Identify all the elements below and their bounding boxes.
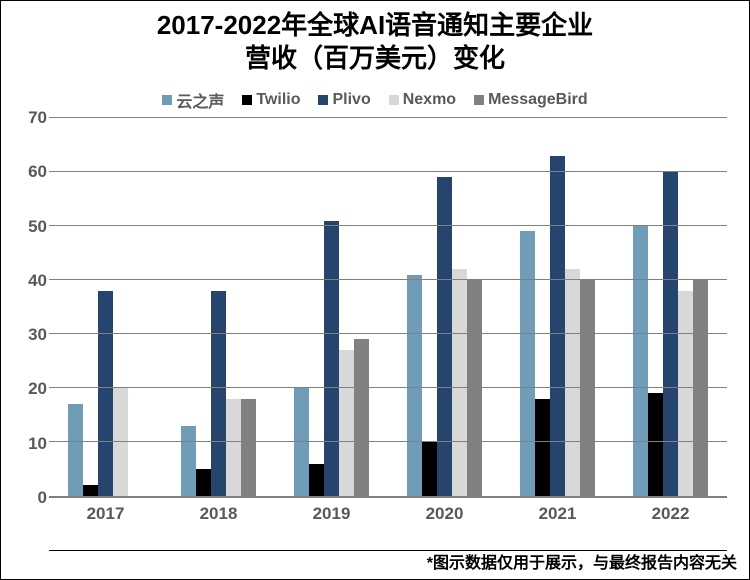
bar bbox=[196, 469, 211, 496]
bar bbox=[580, 280, 595, 496]
bar bbox=[98, 291, 113, 496]
bar-group bbox=[388, 118, 501, 496]
legend-item: MessageBird bbox=[474, 88, 588, 112]
gridline bbox=[49, 279, 727, 280]
bar bbox=[467, 280, 482, 496]
x-tick-label: 2022 bbox=[614, 504, 727, 524]
x-tick-label: 2019 bbox=[275, 504, 388, 524]
bar bbox=[678, 291, 693, 496]
legend-item: Plivo bbox=[318, 88, 370, 112]
y-tick-label: 40 bbox=[13, 271, 47, 291]
y-tick-label: 50 bbox=[13, 217, 47, 237]
bar bbox=[241, 399, 256, 496]
gridline bbox=[49, 387, 727, 388]
gridline bbox=[49, 333, 727, 334]
y-tick-label: 20 bbox=[13, 379, 47, 399]
footnote: *图示数据仅用于展示，与最终报告内容无关 bbox=[427, 549, 737, 573]
y-tick-label: 70 bbox=[13, 108, 47, 128]
bar-group bbox=[501, 118, 614, 496]
bar bbox=[83, 485, 98, 496]
bar bbox=[565, 269, 580, 496]
bar-group bbox=[162, 118, 275, 496]
legend-item: Twilio bbox=[242, 88, 300, 112]
bar bbox=[693, 280, 708, 496]
bar-group bbox=[614, 118, 727, 496]
legend-item: 云之声 bbox=[162, 88, 224, 112]
bar bbox=[550, 156, 565, 496]
bar bbox=[309, 464, 324, 496]
bar-groups bbox=[49, 118, 727, 496]
gridline bbox=[49, 171, 727, 172]
legend-swatch bbox=[318, 95, 328, 105]
gridline bbox=[49, 441, 727, 442]
bar bbox=[407, 275, 422, 496]
y-tick-label: 60 bbox=[13, 162, 47, 182]
legend-item: Nexmo bbox=[389, 88, 456, 112]
bar bbox=[520, 231, 535, 496]
bar bbox=[354, 339, 369, 496]
legend-swatch bbox=[474, 95, 484, 105]
x-tick-label: 2021 bbox=[501, 504, 614, 524]
legend-label: Twilio bbox=[256, 91, 300, 109]
title-line-1: 2017-2022年全球AI语音通知主要企业 bbox=[1, 9, 749, 42]
bar bbox=[68, 404, 83, 496]
legend-swatch bbox=[389, 95, 399, 105]
title-line-2: 营收（百万美元）变化 bbox=[1, 42, 749, 75]
y-tick-label: 10 bbox=[13, 434, 47, 454]
legend: 云之声 Twilio Plivo Nexmo MessageBird bbox=[1, 88, 749, 112]
bar bbox=[422, 442, 437, 496]
gridline bbox=[49, 117, 727, 118]
bar bbox=[633, 226, 648, 496]
y-tick-label: 30 bbox=[13, 325, 47, 345]
legend-label: Plivo bbox=[332, 91, 370, 109]
chart-area: 010203040506070 bbox=[49, 118, 727, 498]
y-axis: 010203040506070 bbox=[13, 118, 47, 498]
bar bbox=[226, 399, 241, 496]
legend-swatch bbox=[162, 95, 172, 105]
bar bbox=[648, 393, 663, 496]
legend-swatch bbox=[242, 95, 252, 105]
bar bbox=[452, 269, 467, 496]
x-axis-labels: 201720182019202020212022 bbox=[49, 504, 727, 524]
bar bbox=[339, 350, 354, 496]
bar bbox=[211, 291, 226, 496]
bar bbox=[663, 172, 678, 496]
legend-label: Nexmo bbox=[403, 91, 456, 109]
chart-title: 2017-2022年全球AI语音通知主要企业 营收（百万美元）变化 bbox=[1, 1, 749, 74]
legend-label: MessageBird bbox=[488, 91, 588, 109]
x-tick-label: 2017 bbox=[49, 504, 162, 524]
bar bbox=[324, 221, 339, 496]
x-tick-label: 2020 bbox=[388, 504, 501, 524]
bar bbox=[181, 426, 196, 496]
bar bbox=[535, 399, 550, 496]
bar bbox=[294, 388, 309, 496]
plot-area bbox=[49, 118, 727, 498]
y-tick-label: 0 bbox=[13, 488, 47, 508]
x-tick-label: 2018 bbox=[162, 504, 275, 524]
bar-group bbox=[49, 118, 162, 496]
gridline bbox=[49, 225, 727, 226]
legend-label: 云之声 bbox=[176, 88, 224, 112]
bar-group bbox=[275, 118, 388, 496]
bar bbox=[113, 388, 128, 496]
